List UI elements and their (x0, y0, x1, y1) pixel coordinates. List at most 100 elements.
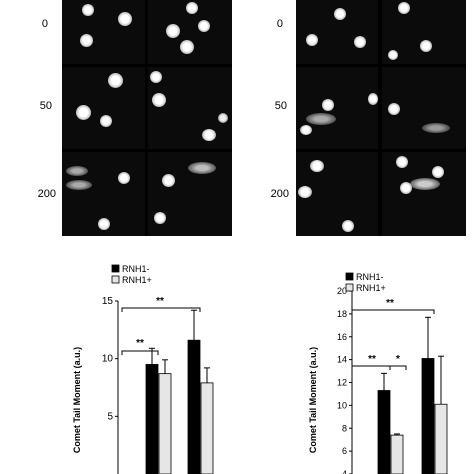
row-label-200: 200 (37, 188, 56, 200)
comet-tail (410, 178, 440, 190)
legend-label: RNH1+ (122, 275, 152, 285)
micrograph-cell (296, 152, 378, 236)
micrograph-cell (148, 0, 232, 64)
comet-head (98, 218, 110, 230)
comet-head (108, 73, 123, 88)
bar-rnh1- (200, 382, 214, 474)
comet-head (310, 160, 324, 172)
y-tick-label: 8 (342, 423, 347, 433)
row-label-0-right: 0 (276, 18, 283, 30)
bar-rnh1- (187, 339, 201, 474)
significance-label: ** (136, 338, 144, 349)
y-tick-label: 10 (337, 400, 347, 410)
row-label-50: 50 (39, 100, 52, 112)
comet-head (186, 2, 198, 14)
legend-label: RNH1- (356, 272, 384, 282)
y-tick-label: 4 (342, 469, 347, 474)
legend-swatch (111, 275, 120, 284)
significance-bracket (351, 309, 435, 314)
micrograph-cell (62, 152, 145, 236)
bar-rnh1- (377, 390, 391, 474)
comet-head (218, 113, 228, 123)
row-label-200-right: 200 (270, 188, 289, 200)
comet-head (368, 93, 378, 105)
micrograph-cell (62, 67, 145, 149)
comet-head (396, 156, 408, 168)
micrograph-cell (382, 67, 466, 149)
comet-head (202, 129, 216, 141)
y-tick-label: 14 (337, 355, 347, 365)
legend-swatch (111, 264, 120, 273)
micrograph-cell (148, 67, 232, 149)
bar-rnh1- (421, 358, 435, 474)
micrograph-cell (296, 67, 378, 149)
comet-head (76, 105, 91, 120)
micrograph-cell (148, 152, 232, 236)
row-label-50-right: 50 (274, 100, 287, 112)
significance-bracket (389, 365, 407, 370)
legend-swatch (345, 272, 354, 281)
comet-head (180, 40, 194, 54)
significance-label: ** (386, 298, 394, 309)
y-tick-label: 16 (337, 332, 347, 342)
significance-label: ** (368, 354, 376, 365)
comet-head (150, 71, 162, 83)
comet-head (354, 36, 366, 48)
comet-head (334, 8, 346, 20)
comet-head (162, 174, 175, 187)
y-tick-label: 5 (107, 411, 113, 422)
comet-head (80, 34, 93, 47)
comet-head (118, 12, 132, 26)
legend-swatch (345, 283, 354, 292)
comet-head (198, 20, 210, 32)
row-label-0: 0 (41, 18, 48, 30)
comet-head (118, 172, 130, 184)
comet-head (388, 50, 398, 60)
micrograph-cell (382, 152, 466, 236)
comet-head (100, 115, 112, 127)
comet-head (322, 99, 334, 111)
comet-head (298, 186, 312, 198)
y-tick-label: 18 (337, 309, 347, 319)
legend-label: RNH1- (122, 264, 150, 274)
comet-head (432, 166, 444, 178)
comet-head (152, 93, 166, 107)
significance-bracket (121, 307, 201, 312)
micrograph-cell (62, 0, 145, 64)
comet-head (420, 40, 432, 52)
significance-bracket (121, 350, 159, 355)
comet-tail (66, 180, 92, 190)
y-tick-label: 20 (337, 286, 347, 296)
comet-head (154, 212, 166, 224)
micrograph-grid-right (296, 0, 466, 236)
bar-rnh1- (158, 373, 172, 474)
y-tick-label: 12 (337, 378, 347, 388)
significance-label: * (396, 354, 400, 365)
bar-rnh1- (145, 364, 159, 474)
comet-tail (66, 166, 88, 176)
comet-head (398, 2, 410, 14)
micrograph-cell (296, 0, 378, 64)
comet-head (400, 182, 412, 194)
comet-head (300, 125, 312, 135)
y-tick-label: 6 (342, 446, 347, 456)
y-tick-label: 10 (102, 354, 114, 365)
y-axis-label: Comet Tail Moment (a.u.) (72, 347, 82, 453)
comet-head (166, 24, 180, 38)
comet-head (388, 103, 400, 115)
bar-rnh1- (390, 434, 404, 474)
comet-tail (306, 113, 336, 125)
comet-head (82, 4, 94, 16)
micrograph-cell (382, 0, 466, 64)
bar-rnh1- (434, 403, 448, 474)
significance-label: ** (156, 296, 164, 307)
comet-tail (422, 123, 450, 133)
comet-head (306, 34, 318, 46)
micrograph-grid-left (62, 0, 232, 236)
comet-head (342, 220, 354, 232)
comet-tail (188, 162, 216, 174)
significance-bracket (351, 365, 391, 370)
legend-label: RNH1+ (356, 283, 386, 293)
y-axis-label: Comet Tail Moment (a.u.) (308, 347, 318, 453)
